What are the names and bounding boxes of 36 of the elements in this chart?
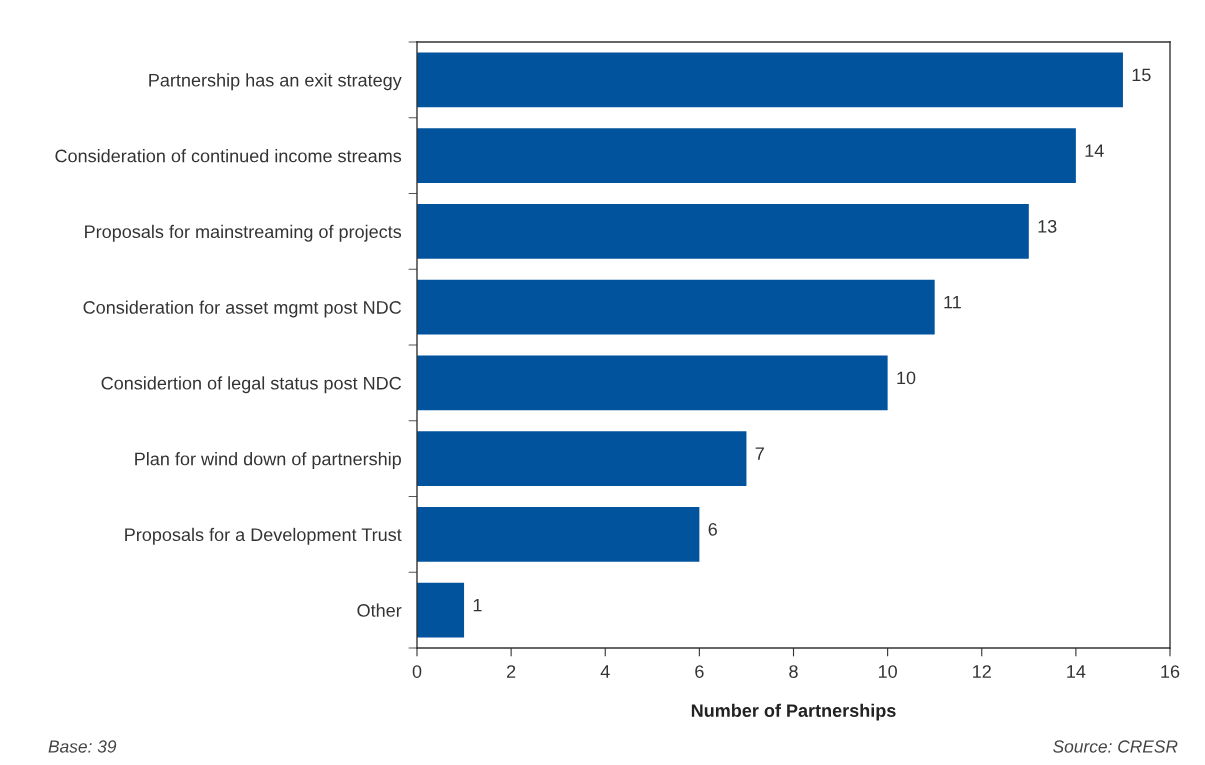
data-label: 14: [1085, 144, 1104, 157]
y-tick-label: Consideration for asset mgmt post NDC: [83, 300, 402, 318]
x-tick-label: 10: [878, 665, 897, 678]
bar: [417, 431, 747, 486]
x-tick-label: 12: [973, 665, 991, 678]
data-label: 11: [944, 295, 961, 309]
x-tick-label: 0: [412, 665, 422, 678]
y-tick-label: Partnership has an exit strategy: [149, 73, 402, 91]
y-tick-label: Other: [357, 603, 402, 617]
data-label: 6: [708, 522, 717, 536]
data-label: 10: [897, 371, 916, 385]
bar: [417, 507, 700, 562]
x-tick-label: 8: [789, 665, 798, 678]
y-tick-label: Considertion of legal status post NDC: [101, 376, 402, 394]
x-tick-label: 16: [1161, 665, 1180, 678]
data-label: 1: [473, 598, 482, 612]
bar: [417, 582, 465, 638]
y-tick-label: Proposals for mainstreaming of projects: [85, 224, 402, 242]
bar: [417, 279, 935, 335]
y-tick-label: Proposals for a Development Trust: [125, 527, 402, 545]
bar: [417, 128, 1076, 183]
source-note: Source: CRESR: [1053, 740, 1178, 753]
text: Base: 39: [48, 740, 117, 753]
data-label: 15: [1132, 68, 1151, 82]
x-tick-label: 4: [600, 665, 610, 678]
data-label: 7: [755, 447, 764, 460]
data-label: 13: [1038, 219, 1057, 233]
y-tick-label: Plan for wind down of partnership: [135, 452, 401, 469]
bar: [417, 355, 888, 411]
x-tick-label: 14: [1067, 665, 1086, 678]
bar: [417, 204, 1029, 259]
x-tick-label: 6: [695, 665, 704, 678]
x-axis-title: Number of Partnerships: [691, 703, 896, 721]
y-tick-label: Consideration of continued income streams: [55, 149, 402, 163]
x-tick-label: 2: [507, 665, 516, 678]
bar: [417, 52, 1123, 108]
